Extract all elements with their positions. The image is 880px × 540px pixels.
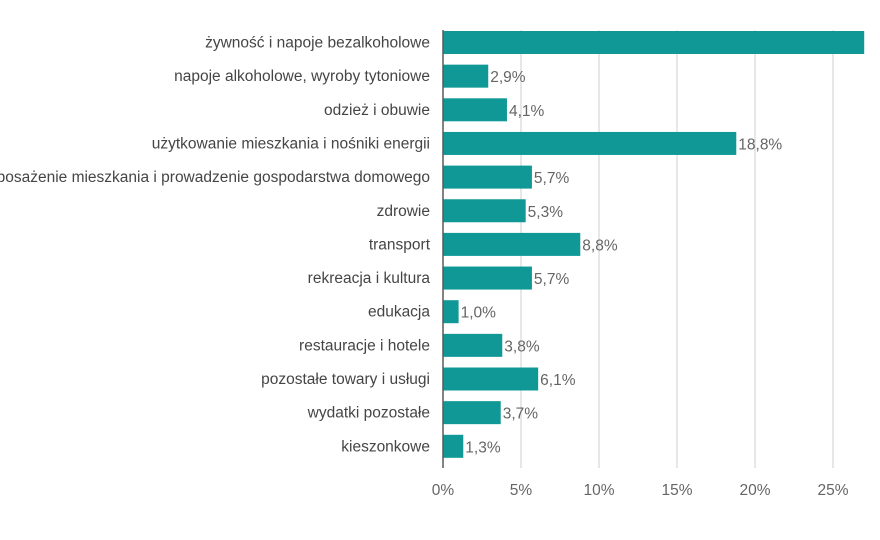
x-tick-label: 10% (583, 482, 614, 499)
category-label: użytkowanie mieszkania i nośniki energii (152, 135, 430, 152)
category-label: napoje alkoholowe, wyroby tytoniowe (174, 68, 430, 85)
data-label: 1,0% (461, 305, 497, 322)
x-tick-labels: 0% 5% 10% 15% 20% 25% (432, 482, 849, 499)
bar (443, 333, 503, 357)
category-label: odzież i obuwie (324, 102, 430, 119)
category-label: wydatki pozostałe (307, 405, 430, 422)
bar (443, 199, 526, 223)
category-label: pozostałe towary i usługi (261, 371, 430, 388)
bar (443, 401, 501, 425)
category-label: transport (369, 236, 431, 253)
category-label: edukacja (368, 304, 430, 321)
data-label: 18,8% (738, 136, 782, 153)
x-tick-label: 5% (510, 482, 533, 499)
bar (443, 266, 532, 290)
x-tick-label: 20% (739, 482, 770, 499)
bar (443, 367, 539, 391)
grid-lines (520, 30, 834, 468)
category-label: restauracje i hotele (299, 337, 430, 354)
x-tick-label: 25% (817, 482, 848, 499)
data-label: 1,3% (465, 439, 501, 456)
bars (443, 31, 865, 458)
data-label: 8,8% (582, 237, 618, 254)
category-label: rekreacja i kultura (308, 270, 431, 287)
data-label: 2,9% (490, 69, 526, 86)
data-label: 4,1% (509, 103, 545, 120)
bar (443, 165, 532, 189)
category-labels: żywność i napoje bezalkoholowe napoje alk… (0, 35, 431, 456)
category-label: zdrowie (377, 203, 430, 220)
bar (443, 434, 464, 458)
bar (443, 131, 737, 155)
bar (443, 31, 865, 54)
x-tick-label: 0% (432, 482, 455, 499)
data-label: 5,3% (528, 204, 564, 221)
bar (443, 64, 489, 88)
category-label: kieszonkowe (341, 438, 430, 455)
data-label: 3,7% (503, 406, 539, 423)
data-label: 6,1% (540, 372, 576, 389)
data-label: 5,7% (534, 271, 570, 288)
category-label: wyposażenie mieszkania i prowadzenie gos… (0, 169, 430, 186)
bar (443, 300, 459, 324)
category-label: żywność i napoje bezalkoholowe (205, 35, 430, 52)
x-tick-label: 15% (661, 482, 692, 499)
data-label: 3,8% (504, 338, 540, 355)
data-labels: 2,9% 4,1% 18,8% 5,7% 5,3% 8,8% 5,7% 1,0% 3,8%6,1… (461, 69, 783, 456)
data-label: 5,7% (534, 170, 570, 187)
bar (443, 98, 507, 122)
bar (443, 232, 581, 256)
